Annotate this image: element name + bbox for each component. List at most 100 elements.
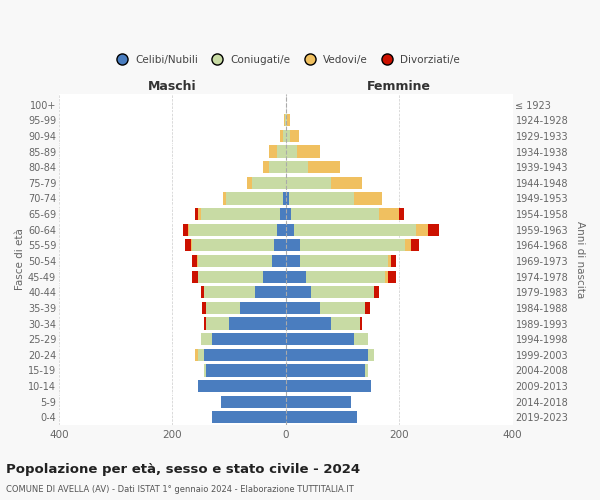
- Bar: [212, 333, 286, 345]
- Bar: [192, 270, 198, 282]
- Bar: [354, 192, 382, 204]
- Bar: [226, 192, 283, 204]
- Bar: [203, 318, 206, 330]
- Bar: [274, 239, 286, 252]
- Bar: [331, 176, 362, 189]
- Bar: [229, 318, 286, 330]
- Y-axis label: Fasce di età: Fasce di età: [15, 228, 25, 290]
- Bar: [286, 114, 287, 126]
- Bar: [286, 270, 305, 282]
- Bar: [195, 348, 198, 361]
- Bar: [286, 208, 292, 220]
- Bar: [300, 239, 405, 252]
- Text: COMUNE DI AVELLA (AV) - Dati ISTAT 1° gennaio 2024 - Elaborazione TUTTITALIA.IT: COMUNE DI AVELLA (AV) - Dati ISTAT 1° ge…: [6, 485, 354, 494]
- Bar: [286, 302, 320, 314]
- Bar: [428, 224, 439, 236]
- Bar: [388, 270, 397, 282]
- Bar: [185, 239, 191, 252]
- Bar: [286, 364, 365, 376]
- Bar: [254, 286, 286, 298]
- Bar: [263, 270, 286, 282]
- Bar: [365, 364, 368, 376]
- Bar: [192, 239, 274, 252]
- Bar: [286, 146, 297, 158]
- Bar: [308, 161, 340, 173]
- Bar: [198, 208, 201, 220]
- Bar: [203, 348, 286, 361]
- Bar: [206, 302, 241, 314]
- Bar: [201, 286, 203, 298]
- Text: Maschi: Maschi: [148, 80, 197, 93]
- Bar: [292, 208, 379, 220]
- Bar: [405, 239, 410, 252]
- Bar: [295, 224, 416, 236]
- Bar: [290, 130, 299, 142]
- Bar: [283, 192, 286, 204]
- Bar: [379, 208, 399, 220]
- Bar: [198, 348, 203, 361]
- Bar: [203, 286, 254, 298]
- Bar: [206, 364, 286, 376]
- Bar: [183, 224, 188, 236]
- Bar: [286, 348, 368, 361]
- Bar: [191, 239, 192, 252]
- Bar: [286, 380, 371, 392]
- Bar: [286, 333, 354, 345]
- Bar: [198, 380, 286, 392]
- Bar: [374, 286, 379, 298]
- Bar: [198, 270, 263, 282]
- Bar: [297, 146, 320, 158]
- Bar: [284, 114, 286, 126]
- Bar: [286, 224, 295, 236]
- Bar: [280, 130, 283, 142]
- Bar: [368, 348, 374, 361]
- Bar: [195, 208, 198, 220]
- Bar: [359, 318, 362, 330]
- Bar: [201, 208, 280, 220]
- Bar: [188, 224, 190, 236]
- Bar: [203, 364, 206, 376]
- Bar: [286, 161, 308, 173]
- Bar: [354, 333, 368, 345]
- Bar: [212, 411, 286, 424]
- Bar: [300, 255, 388, 267]
- Bar: [331, 318, 359, 330]
- Bar: [241, 302, 286, 314]
- Bar: [247, 176, 252, 189]
- Bar: [280, 208, 286, 220]
- Bar: [269, 146, 277, 158]
- Bar: [191, 255, 197, 267]
- Bar: [206, 318, 229, 330]
- Bar: [305, 270, 385, 282]
- Bar: [286, 176, 331, 189]
- Bar: [416, 224, 428, 236]
- Bar: [223, 192, 226, 204]
- Bar: [272, 255, 286, 267]
- Bar: [385, 270, 388, 282]
- Text: Femmine: Femmine: [367, 80, 431, 93]
- Bar: [202, 302, 206, 314]
- Bar: [286, 130, 290, 142]
- Bar: [221, 396, 286, 408]
- Bar: [286, 255, 300, 267]
- Bar: [286, 396, 351, 408]
- Bar: [277, 146, 286, 158]
- Text: Popolazione per età, sesso e stato civile - 2024: Popolazione per età, sesso e stato civil…: [6, 462, 360, 475]
- Bar: [286, 192, 289, 204]
- Bar: [286, 286, 311, 298]
- Bar: [311, 286, 374, 298]
- Bar: [320, 302, 365, 314]
- Bar: [286, 411, 357, 424]
- Bar: [201, 333, 212, 345]
- Bar: [286, 239, 300, 252]
- Bar: [283, 130, 286, 142]
- Bar: [365, 302, 370, 314]
- Bar: [252, 176, 286, 189]
- Bar: [286, 318, 331, 330]
- Bar: [289, 192, 354, 204]
- Bar: [269, 161, 286, 173]
- Legend: Celibi/Nubili, Coniugati/e, Vedovi/e, Divorziati/e: Celibi/Nubili, Coniugati/e, Vedovi/e, Di…: [110, 52, 462, 66]
- Bar: [410, 239, 419, 252]
- Bar: [190, 224, 277, 236]
- Bar: [287, 114, 290, 126]
